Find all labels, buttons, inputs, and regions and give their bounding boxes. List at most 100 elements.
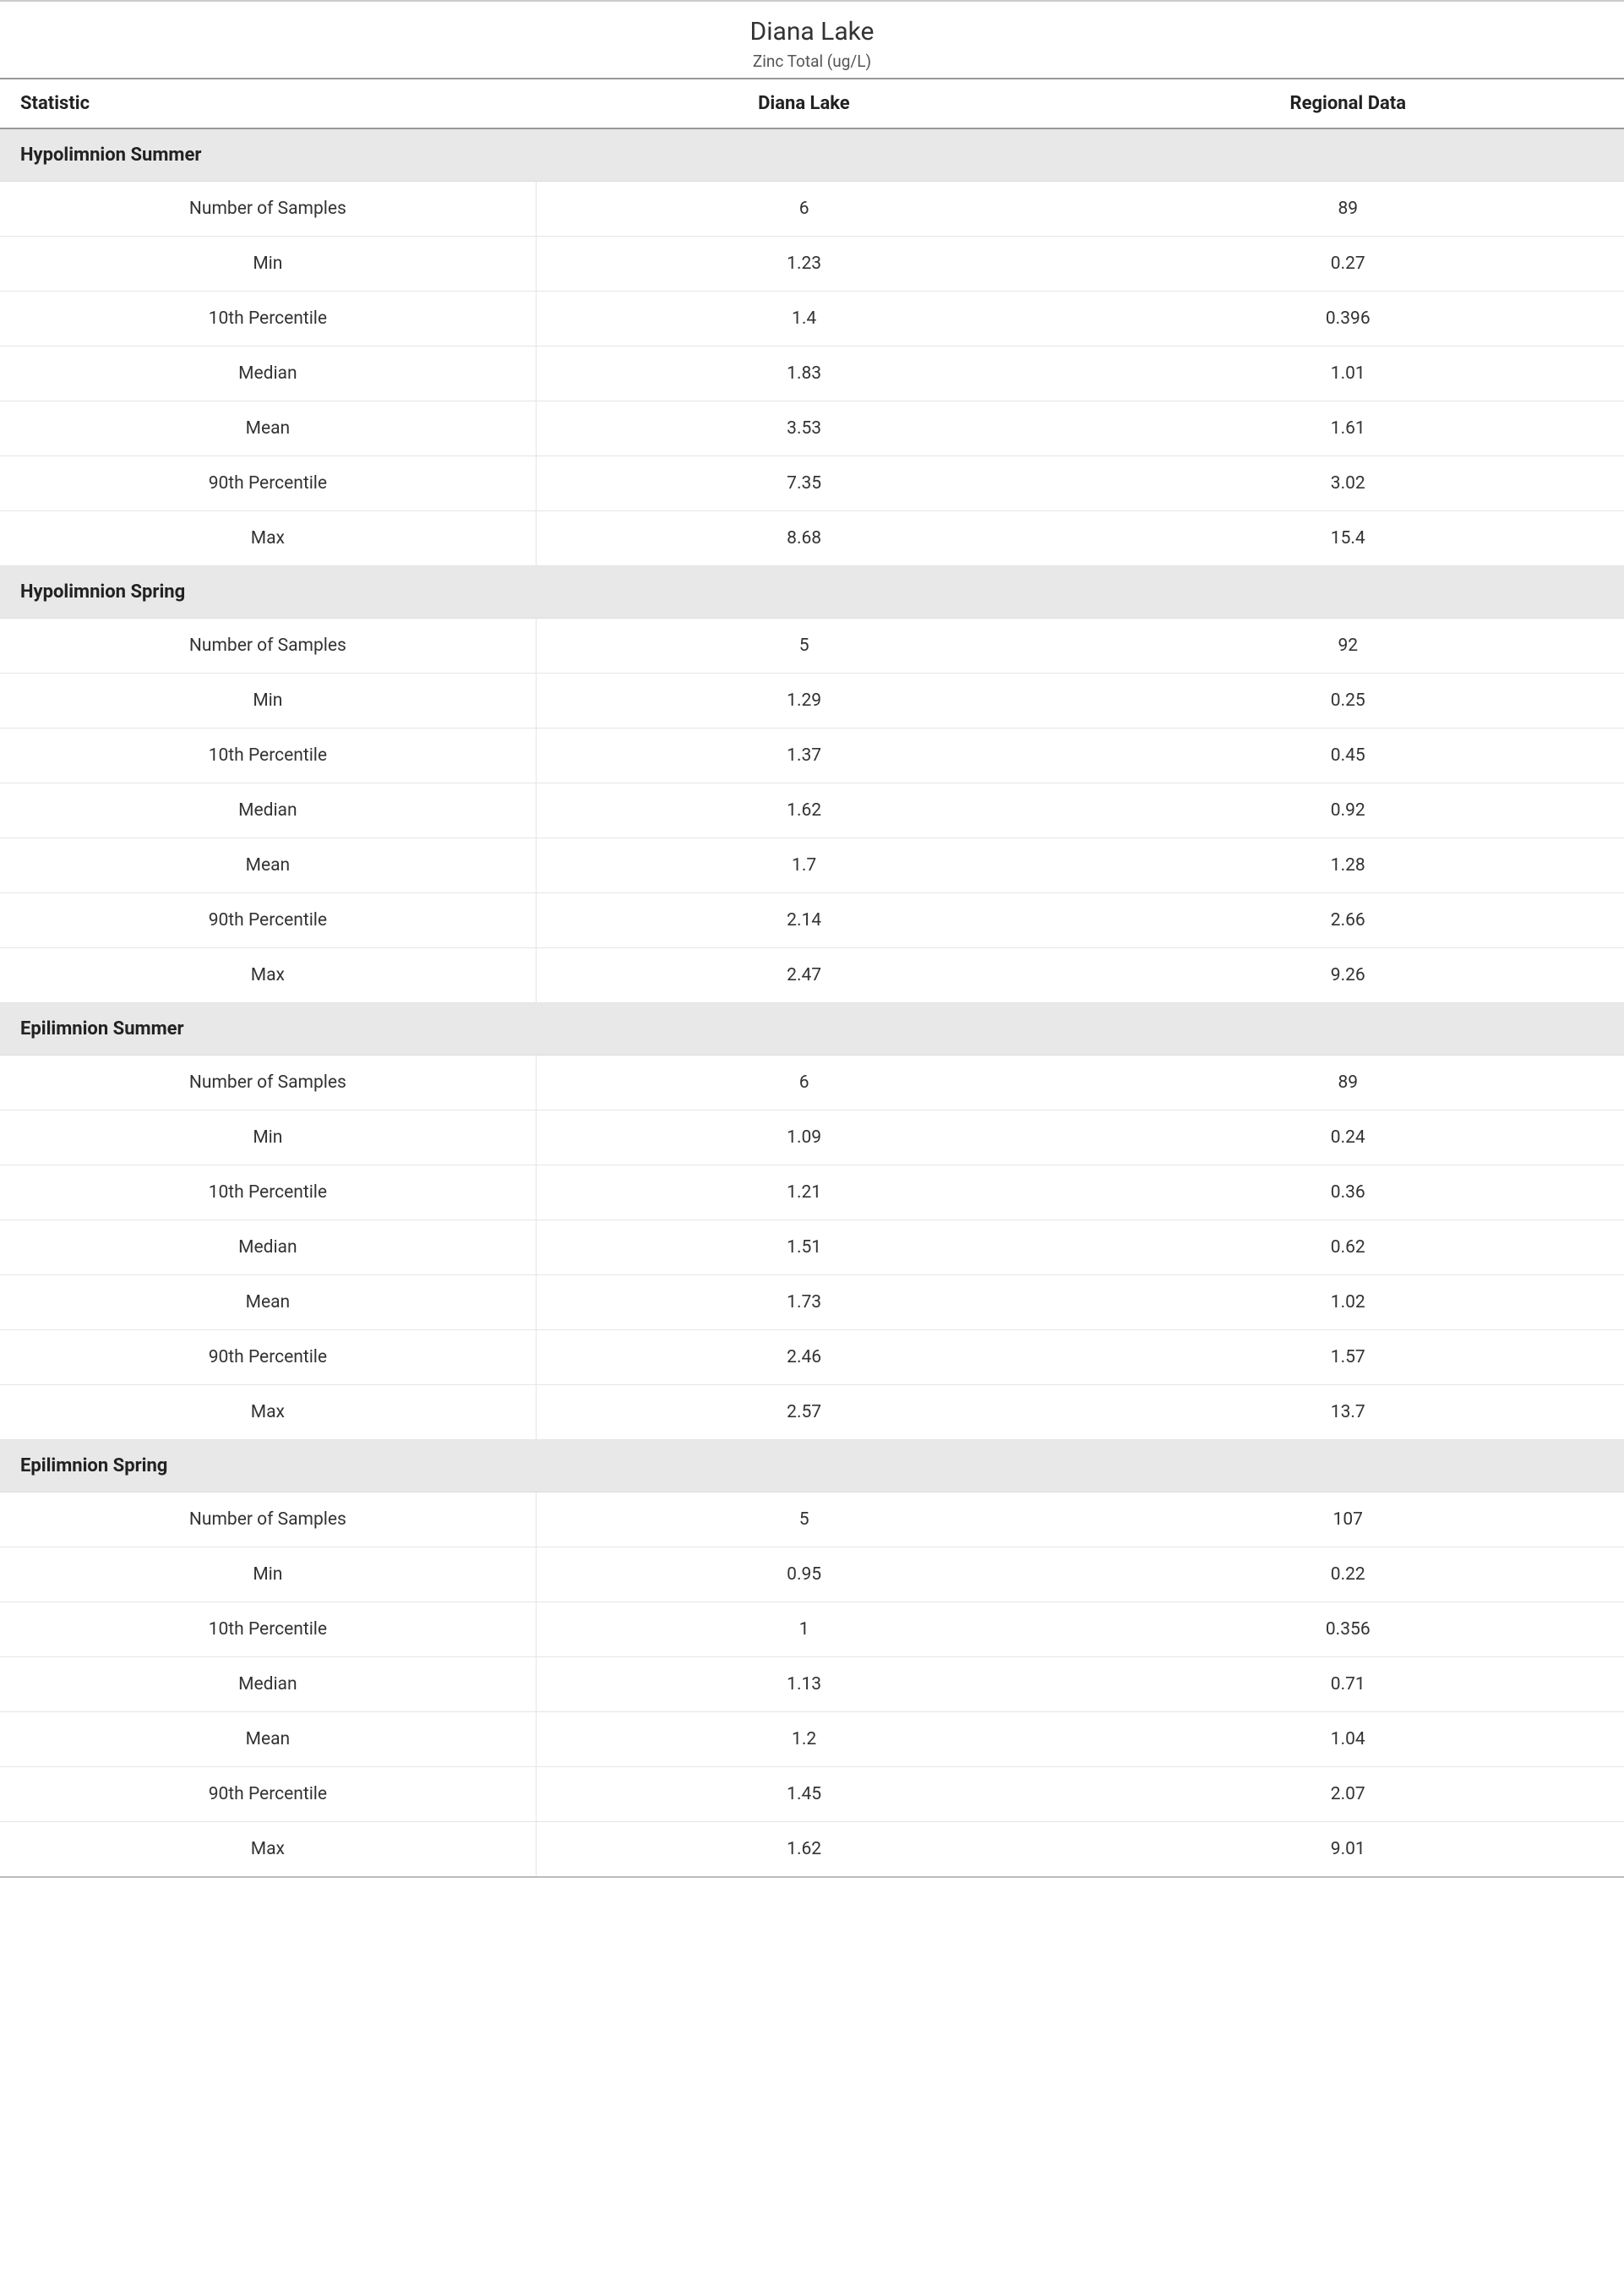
page-title: Diana Lake bbox=[0, 17, 1624, 46]
stat-label: 10th Percentile bbox=[0, 292, 536, 347]
stat-value-diana-lake: 2.14 bbox=[536, 893, 1071, 948]
table-row: 90th Percentile1.452.07 bbox=[0, 1767, 1624, 1822]
section-header: Hypolimnion Spring bbox=[0, 566, 1624, 619]
stat-value-regional: 0.62 bbox=[1072, 1220, 1624, 1275]
stat-value-regional: 13.7 bbox=[1072, 1385, 1624, 1440]
stat-value-diana-lake: 5 bbox=[536, 619, 1071, 674]
col-header-statistic: Statistic bbox=[0, 79, 536, 128]
stat-label: 90th Percentile bbox=[0, 1330, 536, 1385]
stat-value-regional: 2.66 bbox=[1072, 893, 1624, 948]
table-row: Mean1.731.02 bbox=[0, 1275, 1624, 1330]
stat-value-regional: 1.01 bbox=[1072, 347, 1624, 401]
title-section: Diana Lake Zinc Total (ug/L) bbox=[0, 2, 1624, 78]
stat-value-regional: 0.27 bbox=[1072, 237, 1624, 292]
stat-label: Max bbox=[0, 1822, 536, 1878]
stat-value-diana-lake: 6 bbox=[536, 182, 1071, 237]
stat-value-regional: 3.02 bbox=[1072, 456, 1624, 511]
stat-value-regional: 0.25 bbox=[1072, 674, 1624, 728]
stat-value-regional: 1.02 bbox=[1072, 1275, 1624, 1330]
table-row: Min0.950.22 bbox=[0, 1547, 1624, 1602]
table-row: Median1.620.92 bbox=[0, 783, 1624, 838]
table-row: Mean1.71.28 bbox=[0, 838, 1624, 893]
section-title: Hypolimnion Spring bbox=[0, 566, 1624, 619]
stat-label: Median bbox=[0, 347, 536, 401]
table-row: 10th Percentile10.356 bbox=[0, 1602, 1624, 1657]
table-row: Number of Samples5107 bbox=[0, 1492, 1624, 1547]
stat-label: Median bbox=[0, 1220, 536, 1275]
table-row: 90th Percentile7.353.02 bbox=[0, 456, 1624, 511]
table-row: 10th Percentile1.40.396 bbox=[0, 292, 1624, 347]
stat-value-diana-lake: 1.51 bbox=[536, 1220, 1071, 1275]
stat-value-regional: 0.396 bbox=[1072, 292, 1624, 347]
table-row: Median1.130.71 bbox=[0, 1657, 1624, 1712]
table-row: Max2.5713.7 bbox=[0, 1385, 1624, 1440]
stat-value-diana-lake: 1.23 bbox=[536, 237, 1071, 292]
stat-value-regional: 9.01 bbox=[1072, 1822, 1624, 1878]
page-subtitle: Zinc Total (ug/L) bbox=[0, 52, 1624, 71]
stat-label: 90th Percentile bbox=[0, 1767, 536, 1822]
stat-label: 10th Percentile bbox=[0, 1165, 536, 1220]
stat-label: 90th Percentile bbox=[0, 456, 536, 511]
section-title: Epilimnion Spring bbox=[0, 1440, 1624, 1492]
stat-value-diana-lake: 6 bbox=[536, 1056, 1071, 1110]
stat-value-diana-lake: 1.62 bbox=[536, 783, 1071, 838]
stat-value-diana-lake: 5 bbox=[536, 1492, 1071, 1547]
stat-value-diana-lake: 3.53 bbox=[536, 401, 1071, 456]
stat-value-diana-lake: 1.37 bbox=[536, 728, 1071, 783]
section-title: Hypolimnion Summer bbox=[0, 128, 1624, 182]
stat-value-diana-lake: 0.95 bbox=[536, 1547, 1071, 1602]
table-header-row: Statistic Diana Lake Regional Data bbox=[0, 79, 1624, 128]
stat-label: Min bbox=[0, 237, 536, 292]
stat-value-regional: 0.22 bbox=[1072, 1547, 1624, 1602]
stat-value-regional: 0.71 bbox=[1072, 1657, 1624, 1712]
table-row: Median1.831.01 bbox=[0, 347, 1624, 401]
stat-label: 10th Percentile bbox=[0, 728, 536, 783]
stat-label: Max bbox=[0, 511, 536, 566]
stat-value-diana-lake: 2.47 bbox=[536, 948, 1071, 1003]
stat-value-regional: 15.4 bbox=[1072, 511, 1624, 566]
report-container: Diana Lake Zinc Total (ug/L) Statistic D… bbox=[0, 0, 1624, 1878]
stat-value-regional: 89 bbox=[1072, 182, 1624, 237]
section-header: Hypolimnion Summer bbox=[0, 128, 1624, 182]
stat-label: Median bbox=[0, 1657, 536, 1712]
stat-value-diana-lake: 8.68 bbox=[536, 511, 1071, 566]
section-header: Epilimnion Spring bbox=[0, 1440, 1624, 1492]
stat-label: Median bbox=[0, 783, 536, 838]
table-body: Hypolimnion SummerNumber of Samples689Mi… bbox=[0, 128, 1624, 1877]
stat-value-diana-lake: 1.21 bbox=[536, 1165, 1071, 1220]
table-row: Max8.6815.4 bbox=[0, 511, 1624, 566]
stat-value-regional: 89 bbox=[1072, 1056, 1624, 1110]
stat-label: Mean bbox=[0, 838, 536, 893]
stat-value-regional: 9.26 bbox=[1072, 948, 1624, 1003]
table-row: Number of Samples592 bbox=[0, 619, 1624, 674]
stat-label: Mean bbox=[0, 401, 536, 456]
stat-value-regional: 0.45 bbox=[1072, 728, 1624, 783]
table-row: 10th Percentile1.210.36 bbox=[0, 1165, 1624, 1220]
stat-value-diana-lake: 1.09 bbox=[536, 1110, 1071, 1165]
stat-label: Number of Samples bbox=[0, 182, 536, 237]
table-row: 90th Percentile2.461.57 bbox=[0, 1330, 1624, 1385]
stat-value-diana-lake: 1.29 bbox=[536, 674, 1071, 728]
table-row: Number of Samples689 bbox=[0, 182, 1624, 237]
stat-value-diana-lake: 7.35 bbox=[536, 456, 1071, 511]
table-row: Min1.290.25 bbox=[0, 674, 1624, 728]
table-row: Median1.510.62 bbox=[0, 1220, 1624, 1275]
stat-label: Number of Samples bbox=[0, 1056, 536, 1110]
col-header-diana-lake: Diana Lake bbox=[536, 79, 1071, 128]
stat-label: 90th Percentile bbox=[0, 893, 536, 948]
stat-value-diana-lake: 1.13 bbox=[536, 1657, 1071, 1712]
stat-value-diana-lake: 2.57 bbox=[536, 1385, 1071, 1440]
stat-value-regional: 107 bbox=[1072, 1492, 1624, 1547]
stat-label: Max bbox=[0, 1385, 536, 1440]
stat-label: Number of Samples bbox=[0, 619, 536, 674]
section-title: Epilimnion Summer bbox=[0, 1003, 1624, 1056]
stat-value-diana-lake: 1 bbox=[536, 1602, 1071, 1657]
stat-label: Min bbox=[0, 1110, 536, 1165]
stats-table: Statistic Diana Lake Regional Data Hypol… bbox=[0, 78, 1624, 1878]
table-row: Max1.629.01 bbox=[0, 1822, 1624, 1878]
stat-value-diana-lake: 1.62 bbox=[536, 1822, 1071, 1878]
table-row: Number of Samples689 bbox=[0, 1056, 1624, 1110]
stat-value-regional: 2.07 bbox=[1072, 1767, 1624, 1822]
table-row: Min1.090.24 bbox=[0, 1110, 1624, 1165]
stat-value-regional: 92 bbox=[1072, 619, 1624, 674]
